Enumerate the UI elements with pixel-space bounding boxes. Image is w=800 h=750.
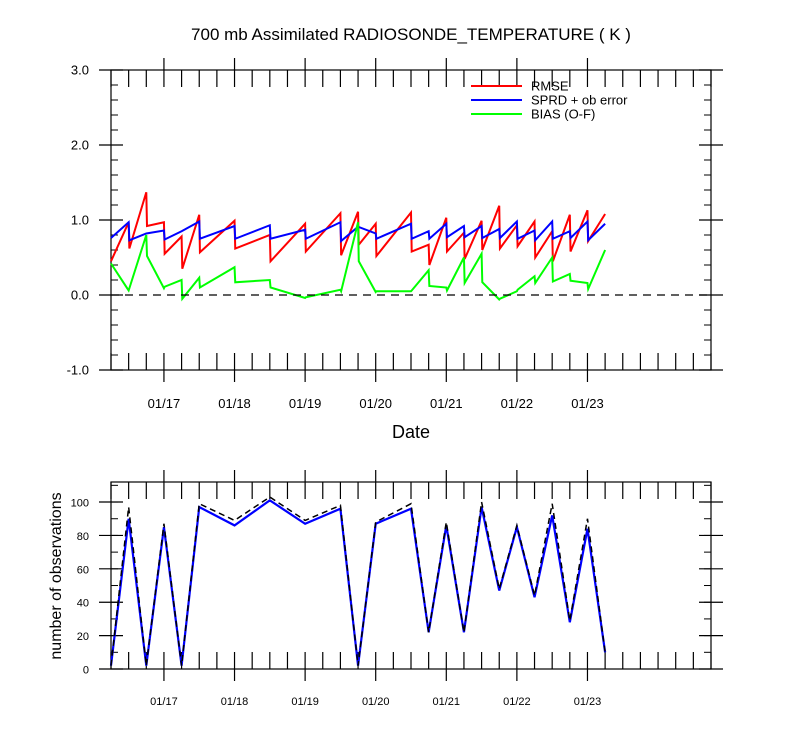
legend-label-2: BIAS (O-F) <box>531 107 595 122</box>
bottom-chart: 01/17 01/18 01/19 01/20 01/21 01/22 01/23 0 20 40… <box>48 470 723 708</box>
y-tick-label: 100 <box>71 498 89 510</box>
y-tick-label: 80 <box>77 531 89 543</box>
legend-label-1: SPRD + ob error <box>531 93 628 108</box>
x-tick-label: 01/19 <box>291 696 319 708</box>
y-tick-label: -1.0 <box>67 363 89 378</box>
top-series-group <box>110 191 607 302</box>
y-tick-label: 1.0 <box>71 213 89 228</box>
y-tick-label: 0 <box>83 665 89 677</box>
x-tick-label: 01/20 <box>362 696 390 708</box>
x-tick-label: 01/23 <box>571 396 604 411</box>
y-tick-label: 60 <box>77 564 89 576</box>
legend-label-0: RMSE <box>531 79 569 94</box>
y-tick-label: 40 <box>77 598 89 610</box>
bottom-axes: 01/17 01/18 01/19 01/20 01/21 01/22 01/23 0 20 40… <box>71 470 723 708</box>
x-axis-label: Date <box>392 422 430 442</box>
top-chart: 700 mb Assimilated RADIOSONDE_TEMPERATUR… <box>67 25 723 442</box>
bottom-series-group <box>109 496 607 666</box>
y-axis-label: number of observations <box>48 492 65 659</box>
x-tick-label: 01/22 <box>503 696 531 708</box>
x-tick-label: 01/23 <box>574 696 602 708</box>
chart-title: 700 mb Assimilated RADIOSONDE_TEMPERATUR… <box>191 25 631 44</box>
x-tick-label: 01/17 <box>148 396 181 411</box>
x-tick-label: 01/20 <box>359 396 392 411</box>
x-tick-label: 01/22 <box>501 396 534 411</box>
x-tick-label: 01/18 <box>218 396 251 411</box>
y-tick-label: 20 <box>77 631 89 643</box>
series-line-1 <box>110 496 606 666</box>
x-tick-label: 01/18 <box>221 696 249 708</box>
x-tick-label: 01/17 <box>150 696 178 708</box>
y-tick-label: 2.0 <box>71 138 89 153</box>
x-tick-label: 01/21 <box>430 396 463 411</box>
top-axes: 01/17 01/18 01/19 01/20 01/21 01/22 01/23 -1.0 0… <box>67 58 723 411</box>
series-line-1 <box>110 219 606 244</box>
x-tick-label: 01/19 <box>289 396 322 411</box>
x-tick-label: 01/21 <box>433 696 461 708</box>
series-line-2 <box>110 222 607 302</box>
y-tick-label: 3.0 <box>71 63 89 78</box>
y-tick-label: 0.0 <box>71 288 89 303</box>
